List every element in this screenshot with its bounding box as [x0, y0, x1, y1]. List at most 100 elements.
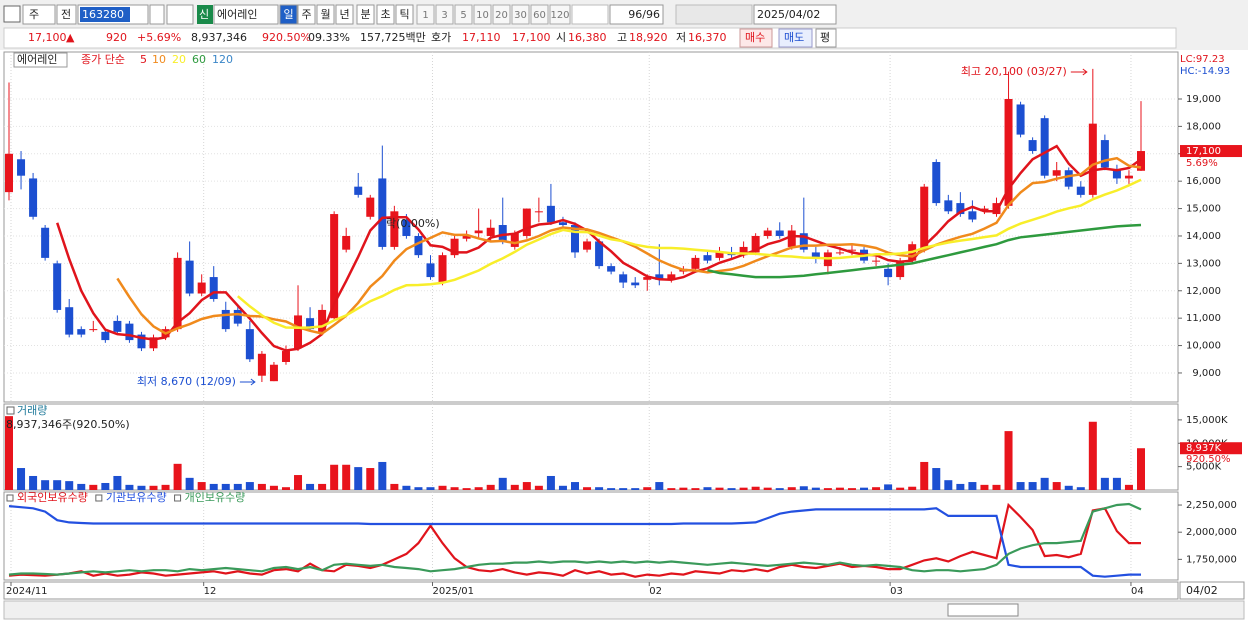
volume-bar [1100, 477, 1109, 490]
candle-body [438, 255, 447, 283]
interval-button[interactable] [435, 4, 454, 25]
legend-icon [95, 494, 103, 502]
flat-annotation: 락(0.00%) [386, 217, 440, 230]
volume-bar [1088, 421, 1097, 490]
volume-bar [703, 487, 712, 490]
dropdown[interactable] [571, 4, 609, 25]
candle-body [944, 200, 953, 212]
credit-box[interactable] [197, 5, 213, 24]
period-button[interactable] [316, 4, 335, 25]
code-highlight [80, 7, 130, 22]
volume-bar [847, 488, 856, 490]
volume-bar [125, 484, 134, 490]
candle-body [342, 235, 351, 250]
volume-bar [522, 482, 531, 490]
volume-bar [595, 487, 604, 490]
candle-body [390, 211, 399, 247]
candle-body [932, 162, 941, 204]
last-volume-ratio: 920.50% [1186, 454, 1231, 465]
volume-bar [426, 487, 435, 490]
volume-bar [1076, 487, 1085, 490]
volume-title: 거래량 [17, 404, 47, 417]
last-price-label: 17,100 [1186, 146, 1221, 157]
name-box[interactable] [213, 4, 279, 25]
period-button[interactable] [395, 4, 414, 25]
period: 틱 [399, 8, 409, 21]
scroll-thumb[interactable] [947, 603, 1019, 617]
period-button[interactable] [335, 4, 354, 25]
volume-bar [908, 486, 917, 490]
avg-button[interactable] [815, 28, 837, 48]
search-button[interactable] [149, 4, 165, 25]
scrollbar[interactable] [3, 600, 1245, 620]
interval: 1 [422, 10, 428, 21]
sell-button[interactable] [778, 28, 813, 48]
interval: 10 [476, 10, 489, 21]
interval-button[interactable] [416, 4, 435, 25]
interval-button[interactable] [530, 4, 549, 25]
volume-bar [185, 477, 194, 490]
interval-button[interactable] [549, 4, 571, 25]
count-box[interactable] [609, 4, 664, 25]
candle-body [1052, 170, 1061, 176]
period: 일 [283, 7, 293, 21]
buy-button[interactable] [739, 28, 773, 48]
volume-bar [257, 483, 266, 490]
interval: 30 [514, 10, 527, 21]
y-tick-label: 14,000 [1186, 231, 1221, 242]
candle-body [1088, 123, 1097, 195]
prev-box[interactable] [56, 4, 77, 25]
candle-body [619, 274, 628, 283]
volume-bar [1016, 482, 1025, 490]
candle-body [29, 178, 38, 217]
candle-body [1004, 98, 1013, 206]
holdings-panel [3, 491, 1179, 581]
candle-body [474, 230, 483, 234]
y-tick-label: 19,000 [1186, 94, 1221, 105]
menu-icon[interactable] [3, 5, 21, 23]
candle-body [546, 205, 555, 223]
candle-body [245, 329, 254, 360]
candle-body [583, 241, 592, 250]
interval-button[interactable] [492, 4, 511, 25]
period-button[interactable] [376, 4, 395, 25]
volume-bar [486, 484, 495, 490]
x-tick-label: 03 [890, 586, 903, 597]
period-button[interactable] [356, 4, 375, 25]
volume-bar [558, 485, 567, 490]
volume-bar [1064, 485, 1073, 490]
interval: 3 [441, 10, 447, 21]
holding-line [8, 502, 1141, 578]
quote-box [3, 27, 1177, 49]
interval-button[interactable] [511, 4, 530, 25]
volume-bar [161, 484, 170, 490]
volume-bar [450, 487, 459, 490]
y-tick-label: 15,000K [1186, 415, 1228, 426]
y-tick-label: 2,250,000 [1186, 500, 1237, 511]
interval-button[interactable] [473, 4, 492, 25]
volume-bar [390, 483, 399, 490]
period-button[interactable] [279, 4, 298, 25]
candle-body [968, 211, 977, 220]
sound-button[interactable] [166, 4, 194, 25]
candle-body [173, 257, 182, 330]
y-tick-label: 16,000 [1186, 176, 1221, 187]
y-tick-label: 13,000 [1186, 258, 1221, 269]
candle-body [450, 238, 459, 256]
y-tick-label: 18,000 [1186, 121, 1221, 132]
volume-bar [378, 461, 387, 490]
volume-bar [294, 475, 303, 490]
date-box[interactable] [753, 4, 837, 25]
volume-bar [571, 482, 579, 490]
period-button[interactable] [297, 4, 316, 25]
volume-bar [101, 482, 110, 490]
interval-button[interactable] [454, 4, 473, 25]
tool-icons[interactable] [675, 4, 753, 25]
market-box[interactable] [22, 4, 56, 25]
volume-bar [775, 488, 784, 490]
volume-bar [1040, 477, 1049, 490]
candle-body [872, 260, 881, 262]
candle-body [763, 230, 772, 236]
volume-bar [992, 484, 1001, 490]
